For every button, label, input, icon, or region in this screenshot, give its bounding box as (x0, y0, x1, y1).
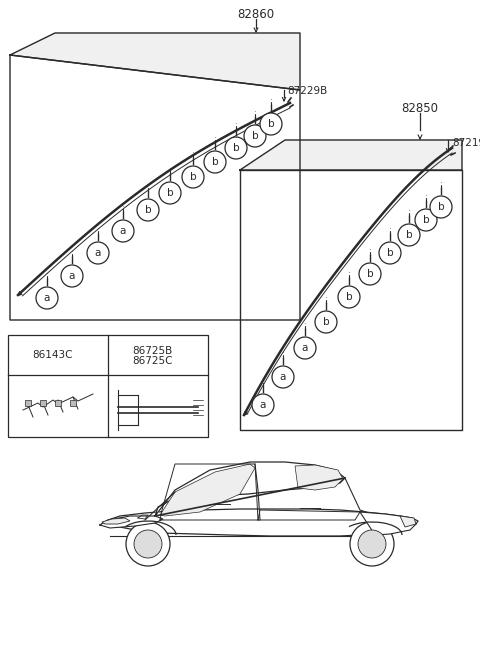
Text: a: a (302, 343, 308, 353)
Polygon shape (100, 509, 418, 536)
Circle shape (430, 196, 452, 218)
Text: a: a (44, 293, 50, 303)
Polygon shape (360, 512, 416, 535)
Text: a: a (95, 248, 101, 258)
Text: 82860: 82860 (238, 9, 275, 22)
Text: b: b (268, 119, 274, 129)
Circle shape (225, 137, 247, 159)
Bar (55, 400, 61, 406)
Text: 86725B: 86725B (132, 346, 172, 356)
Text: 87229B: 87229B (287, 86, 327, 96)
Bar (8, 335, 208, 437)
Circle shape (126, 522, 170, 566)
Text: b: b (117, 346, 123, 356)
Circle shape (315, 311, 337, 333)
Text: b: b (438, 202, 444, 212)
Text: b: b (323, 317, 329, 327)
Text: a: a (69, 271, 75, 281)
Polygon shape (295, 465, 343, 490)
Text: b: b (252, 131, 258, 141)
Text: b: b (144, 205, 151, 215)
Text: a: a (17, 350, 23, 360)
Text: b: b (233, 143, 240, 153)
Text: b: b (367, 269, 373, 279)
Text: 82850: 82850 (401, 102, 439, 115)
Circle shape (134, 530, 162, 558)
Bar (25, 400, 31, 406)
Text: b: b (346, 292, 352, 302)
Circle shape (338, 286, 360, 308)
Circle shape (159, 182, 181, 204)
Circle shape (87, 242, 109, 264)
Text: b: b (190, 172, 196, 182)
Text: b: b (212, 157, 218, 167)
Text: 87219B: 87219B (452, 138, 480, 148)
Text: a: a (260, 400, 266, 410)
Text: b: b (406, 230, 412, 240)
Circle shape (137, 199, 159, 221)
Circle shape (244, 125, 266, 147)
Circle shape (415, 209, 437, 231)
Polygon shape (400, 516, 416, 527)
Text: a: a (280, 372, 286, 382)
Circle shape (12, 347, 28, 363)
Bar (40, 400, 46, 406)
Circle shape (350, 522, 394, 566)
Polygon shape (240, 140, 462, 170)
Circle shape (252, 394, 274, 416)
Circle shape (359, 263, 381, 285)
Bar (70, 400, 76, 406)
Text: a: a (120, 226, 126, 236)
Circle shape (112, 343, 128, 359)
Circle shape (61, 265, 83, 287)
Circle shape (36, 287, 58, 309)
Text: b: b (423, 215, 429, 225)
Circle shape (398, 224, 420, 246)
Polygon shape (155, 462, 345, 516)
Circle shape (272, 366, 294, 388)
Text: 86725C: 86725C (132, 356, 172, 366)
Circle shape (112, 220, 134, 242)
Circle shape (358, 530, 386, 558)
Circle shape (379, 242, 401, 264)
Polygon shape (102, 518, 130, 524)
Circle shape (182, 166, 204, 188)
Text: b: b (167, 188, 173, 198)
Polygon shape (100, 516, 163, 528)
Circle shape (260, 113, 282, 135)
Circle shape (204, 151, 226, 173)
Polygon shape (10, 33, 300, 90)
Circle shape (294, 337, 316, 359)
Polygon shape (160, 464, 255, 516)
Text: b: b (387, 248, 393, 258)
Text: 86143C: 86143C (32, 350, 72, 360)
